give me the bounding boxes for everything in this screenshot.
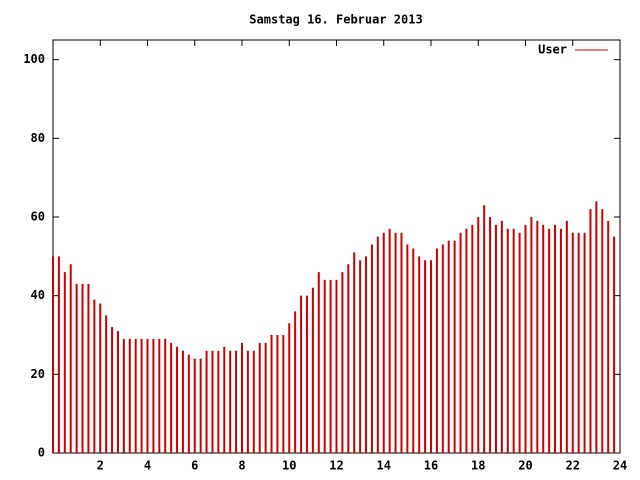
- y-tick-label: 100: [23, 52, 45, 66]
- x-tick-label: 6: [191, 459, 198, 473]
- legend-label: User: [538, 43, 567, 57]
- x-tick-label: 10: [282, 459, 296, 473]
- x-tick-label: 12: [329, 459, 343, 473]
- y-tick-label: 20: [31, 367, 45, 381]
- x-tick-label: 18: [471, 459, 485, 473]
- x-tick-label: 24: [613, 459, 627, 473]
- y-tick-label: 0: [38, 446, 45, 460]
- x-tick-label: 16: [424, 459, 438, 473]
- y-tick-label: 40: [31, 288, 45, 302]
- x-tick-label: 8: [238, 459, 245, 473]
- x-tick-label: 4: [144, 459, 151, 473]
- x-tick-label: 22: [566, 459, 580, 473]
- chart-title: Samstag 16. Februar 2013: [249, 13, 422, 27]
- x-tick-label: 2: [97, 459, 104, 473]
- x-tick-label: 14: [377, 459, 391, 473]
- y-tick-label: 60: [31, 210, 45, 224]
- x-tick-label: 20: [518, 459, 532, 473]
- y-tick-label: 80: [31, 131, 45, 145]
